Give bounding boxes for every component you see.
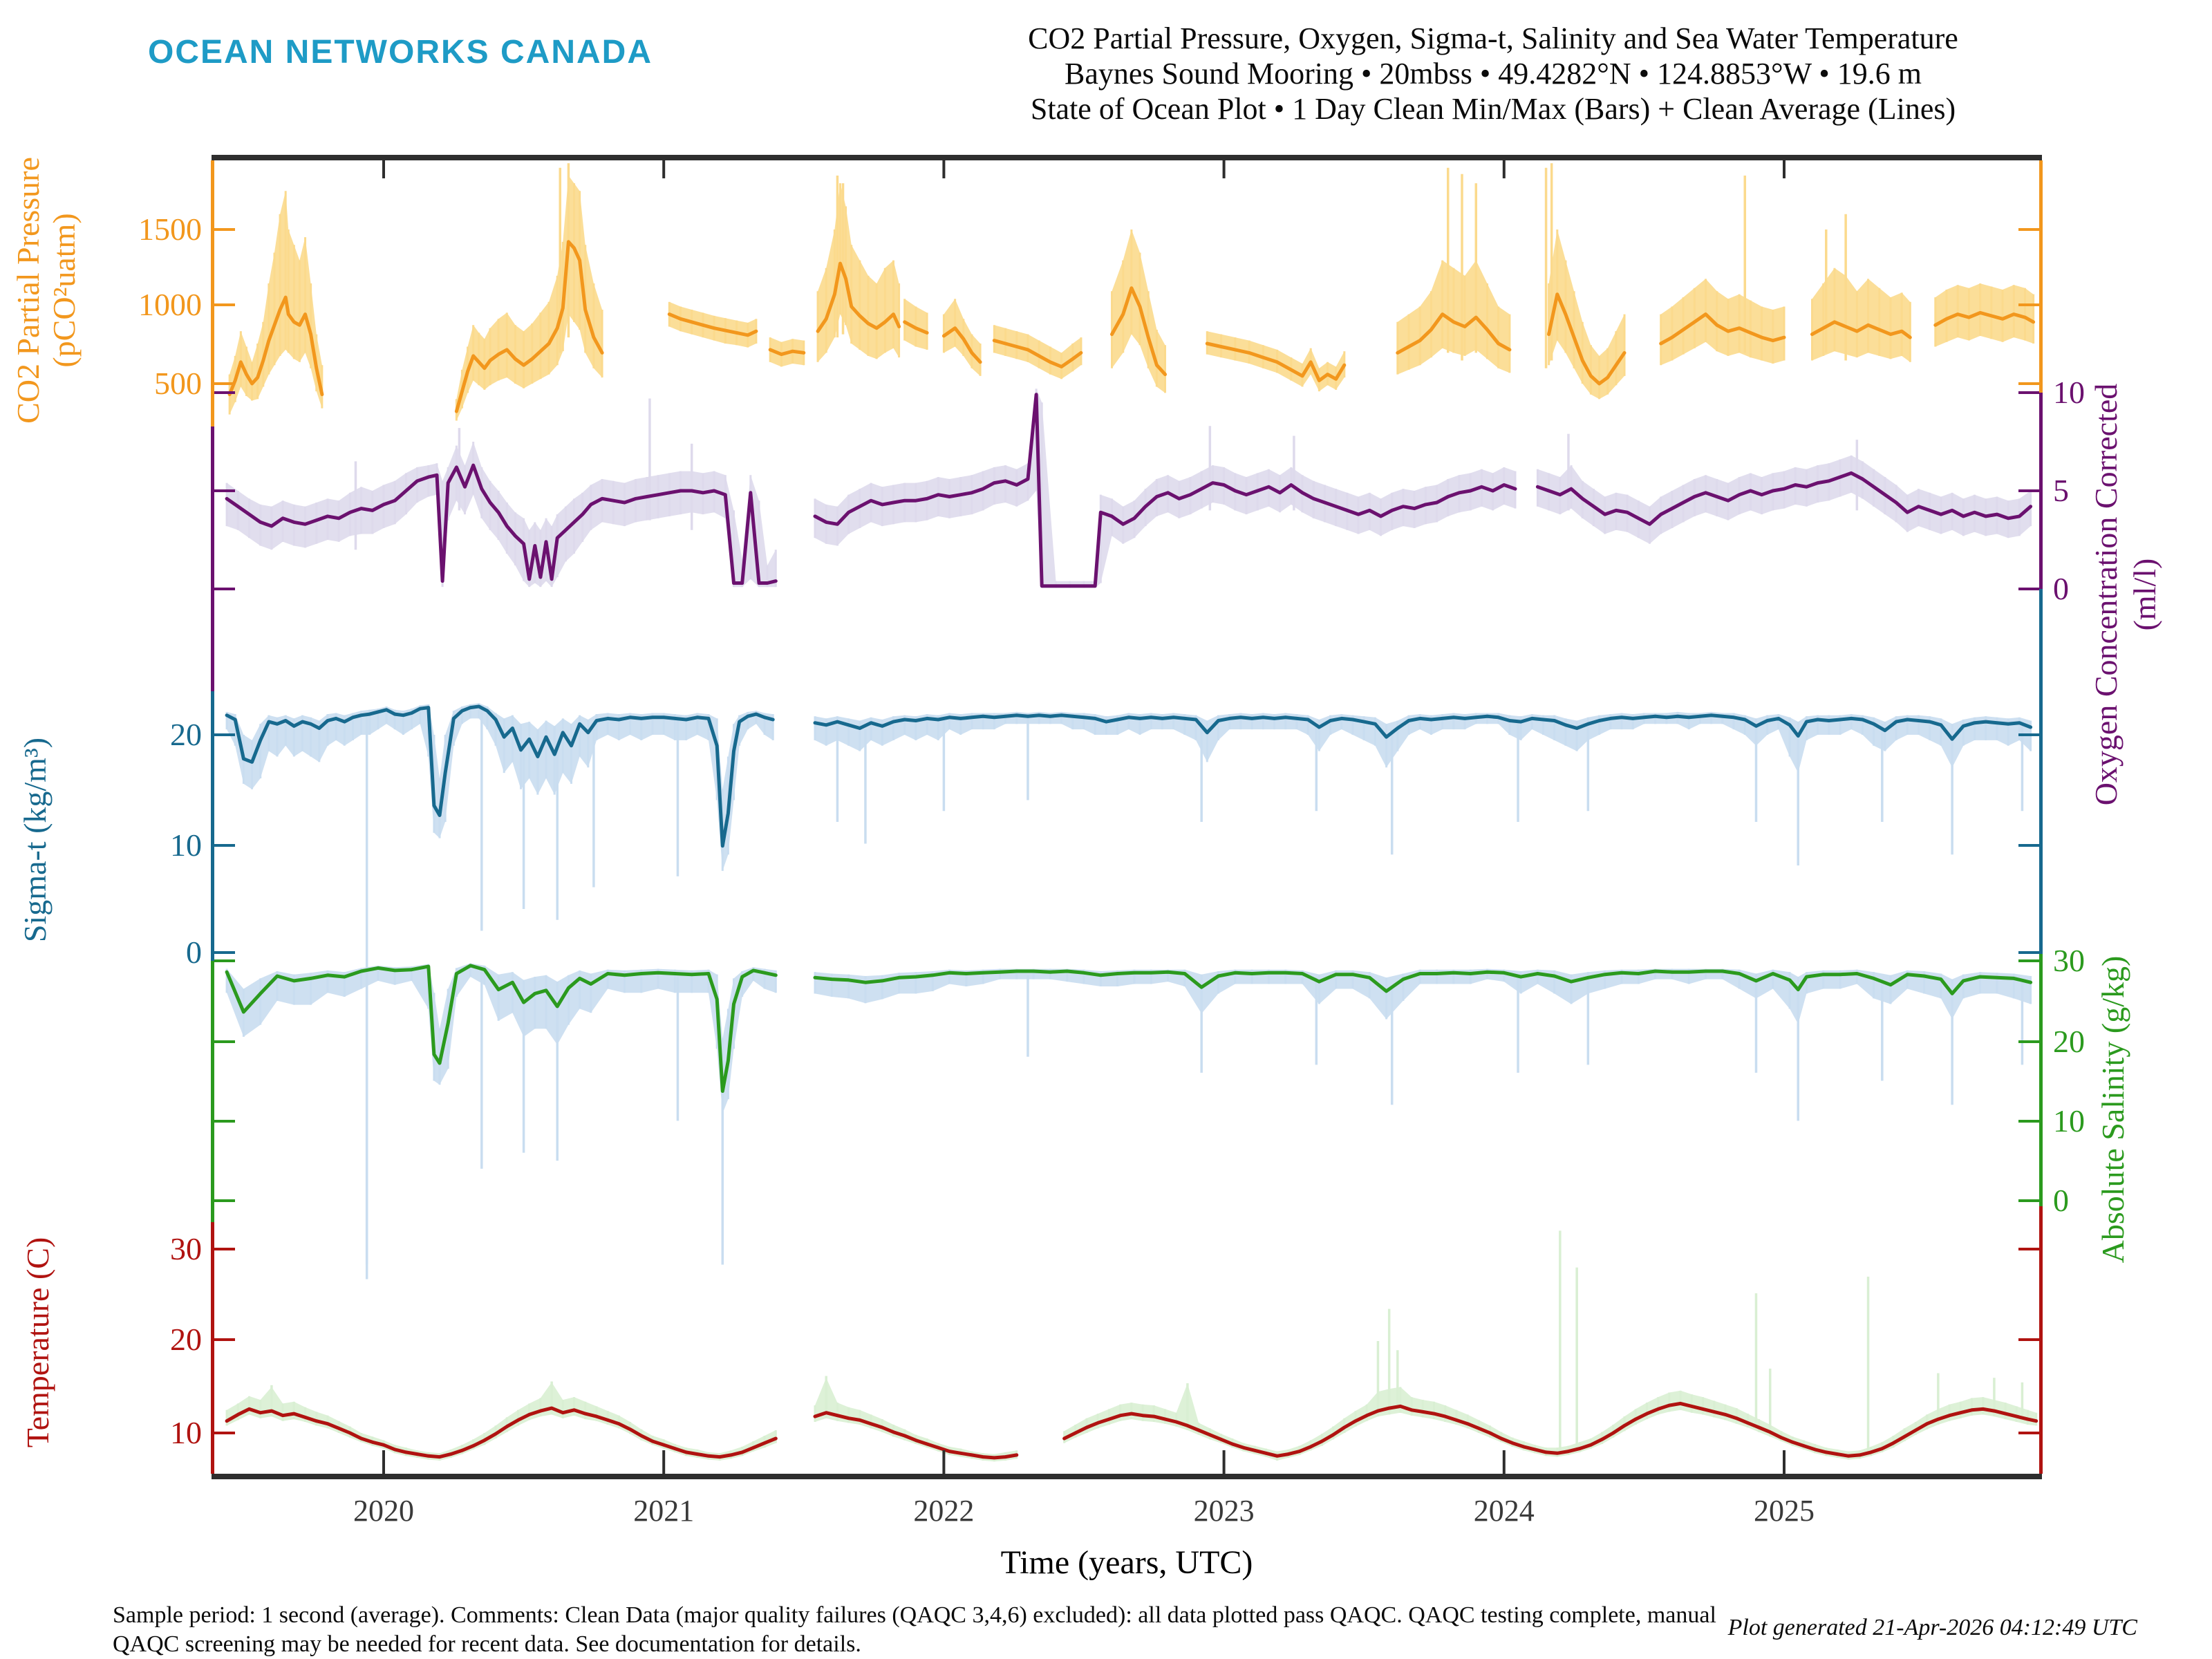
chart-title-line1: CO2 Partial Pressure, Oxygen, Sigma-t, S…	[1028, 21, 1958, 55]
x-axis-label: Time (years, UTC)	[1001, 1544, 1253, 1581]
series-temp	[225, 1230, 2038, 1462]
x-tick-2021: 2021	[633, 1494, 694, 1528]
x-tick-2020: 2020	[353, 1494, 414, 1528]
y-tick-oxy-0: 0	[2053, 571, 2069, 606]
y-axis-label-oxy-line2: (ml/l)	[2127, 559, 2162, 631]
y-axis-label-sal-line1: Absolute Salinity (g/kg)	[2095, 956, 2130, 1264]
x-tick-2022: 2022	[913, 1494, 974, 1528]
y-tick-temp-30: 30	[170, 1231, 202, 1266]
y-tick-sal-20: 20	[2053, 1024, 2085, 1059]
y-tick-sal-10: 10	[2053, 1103, 2085, 1138]
x-tick-2024: 2024	[1474, 1494, 1535, 1528]
chart-title: CO2 Partial Pressure, Oxygen, Sigma-t, S…	[857, 21, 2129, 126]
y-axis-label-co2-line2: (pCO²uatm)	[46, 213, 82, 367]
y-tick-sigma-10: 10	[170, 827, 202, 863]
y-tick-temp-10: 10	[170, 1415, 202, 1450]
data-layer	[225, 163, 2038, 1462]
series-oxy	[225, 388, 2033, 588]
footer-comments-line1: Sample period: 1 second (average). Comme…	[113, 1602, 1716, 1628]
onc-logo: OCEAN NETWORKS CANADA	[148, 34, 653, 71]
series-sal	[225, 963, 2033, 1265]
y-axis-label-sigma-line1: Sigma-t (kg/m³)	[17, 738, 53, 942]
footer-comments: Sample period: 1 second (average). Comme…	[113, 1601, 1785, 1659]
y-tick-co2-1000: 1000	[138, 287, 202, 322]
x-tick-2023: 2023	[1194, 1494, 1255, 1528]
footer-comments-line2: QAQC screening may be needed for recent …	[113, 1631, 861, 1657]
chart-title-line2: Baynes Sound Mooring • 20mbss • 49.4282°…	[1064, 57, 1922, 91]
y-tick-sigma-20: 20	[170, 717, 202, 752]
y-tick-sal-30: 30	[2053, 943, 2085, 978]
y-tick-oxy-10: 10	[2053, 375, 2085, 410]
y-axis-label-oxy-line1: Oxygen Concentration Corrected	[2088, 384, 2124, 806]
y-tick-co2-1500: 1500	[138, 212, 202, 247]
chart-title-line3: State of Ocean Plot • 1 Day Clean Min/Ma…	[1030, 92, 1956, 126]
y-tick-sal-0: 0	[2053, 1183, 2069, 1218]
y-axis-label-temp-line1: Temperature (C)	[20, 1237, 55, 1448]
y-tick-oxy-5: 5	[2053, 473, 2069, 508]
y-axis-label-co2-line1: CO2 Partial Pressure	[10, 157, 46, 424]
y-tick-temp-20: 20	[170, 1322, 202, 1357]
plot-generated-timestamp: Plot generated 21-Apr-2026 04:12:49 UTC	[1727, 1615, 2137, 1640]
y-tick-sigma-0: 0	[186, 935, 202, 970]
x-tick-2025: 2025	[1754, 1494, 1815, 1528]
y-tick-co2-500: 500	[154, 366, 202, 401]
series-co2	[227, 163, 2036, 421]
